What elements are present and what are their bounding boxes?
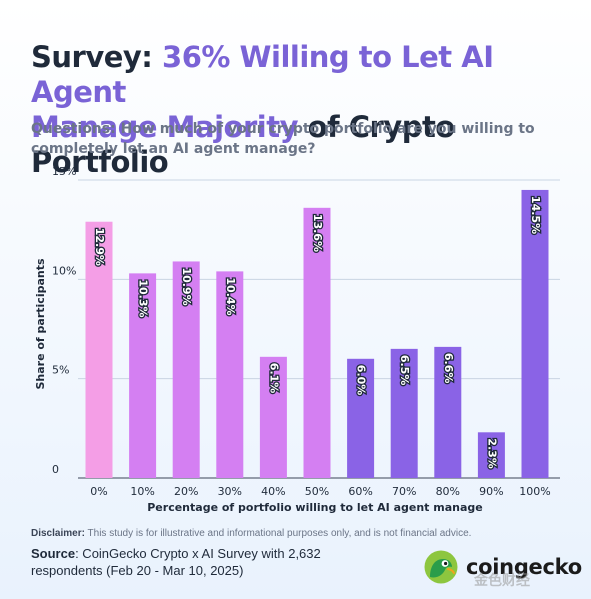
bar <box>303 207 331 478</box>
disclaimer-label: Disclaimer: <box>31 528 85 539</box>
bar <box>216 271 244 478</box>
data-label: 13.6% <box>311 214 324 252</box>
x-tick-label: 30% <box>218 485 242 498</box>
data-label: 6.5% <box>398 355 411 386</box>
y-axis-label: Share of participants <box>34 258 47 389</box>
x-tick-label: 60% <box>348 485 372 498</box>
x-tick-label: 20% <box>174 485 198 498</box>
data-label: 12.9% <box>93 228 106 266</box>
bar <box>434 346 462 478</box>
data-label: 6.1% <box>267 363 280 394</box>
bar <box>129 273 157 478</box>
source-text: : CoinGecko Crypto x AI Survey with 2,63… <box>31 546 321 578</box>
x-axis-ticks: 0% 10% 20% 30% 40% 50% 60% 70% 80% 90% 100% <box>90 485 550 498</box>
title-part-manage: Manage Majority <box>31 110 298 144</box>
x-tick-label: 70% <box>392 485 416 498</box>
y-tick-label: 10% <box>52 264 76 277</box>
x-tick-label: 40% <box>261 485 285 498</box>
chart-title: Survey: 36% Willing to Let AI Agent Mana… <box>31 40 591 180</box>
data-label: 6.6% <box>442 353 455 384</box>
bar <box>259 356 287 478</box>
bar <box>477 432 505 478</box>
source-note: Source: CoinGecko Crypto x AI Survey wit… <box>31 545 381 579</box>
disclaimer-text: This study is for illustrative and infor… <box>84 528 472 539</box>
data-label: 6.0% <box>355 365 368 396</box>
y-tick-label: 0 <box>52 463 59 476</box>
gecko-logo-icon <box>424 550 458 584</box>
data-label: 10.9% <box>180 267 193 305</box>
watermark: 金色财经 <box>474 572 530 588</box>
bar <box>85 221 113 478</box>
x-tick-label: 10% <box>130 485 154 498</box>
data-label: 10.3% <box>137 279 150 317</box>
bar <box>390 348 418 478</box>
brand-name: coingecko <box>466 555 582 579</box>
bars: 12.9% 10.3% 10.9% 10.4% 6.1% 13.6% 6.0% 6.5% 6.6… <box>85 189 549 478</box>
y-tick-label: 5% <box>52 364 69 377</box>
y-tick-label: 15% <box>52 165 76 178</box>
x-axis-label: Percentage of portfolio willing to let A… <box>147 501 483 514</box>
survey-question: Questions: How much of your crypto portf… <box>31 121 535 157</box>
disclaimer: Disclaimer: This study is for illustrati… <box>31 528 471 539</box>
title-part-portfolio: of Crypto Portfolio <box>31 110 455 179</box>
data-label: 10.4% <box>224 277 237 315</box>
bar <box>347 358 375 478</box>
bar <box>521 189 549 478</box>
bar <box>172 261 200 478</box>
x-tick-label: 90% <box>479 485 503 498</box>
source-label: Source <box>31 546 76 561</box>
y-axis-ticks: 0 5% 10% 15% <box>52 165 76 476</box>
bar-chart: 0 5% 10% 15% 12.9% 10.3% 10.9% 10.4% 6.1% 13.6% 6… <box>34 165 560 514</box>
x-tick-label: 100% <box>519 485 550 498</box>
coingecko-brand: coingecko <box>424 549 582 585</box>
title-part-headline: 36% Willing to Let AI Agent <box>31 40 494 109</box>
x-tick-label: 50% <box>305 485 329 498</box>
title-part-survey: Survey: <box>31 40 163 74</box>
x-tick-label: 80% <box>436 485 460 498</box>
x-tick-label: 0% <box>90 485 107 498</box>
data-label: 14.5% <box>529 196 542 234</box>
data-label: 2.3% <box>485 438 498 469</box>
